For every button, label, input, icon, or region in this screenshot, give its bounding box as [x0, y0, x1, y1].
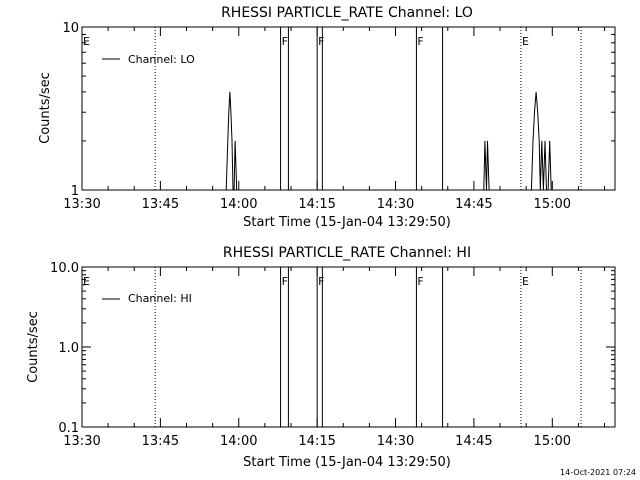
flag-marker-hi: E	[522, 275, 529, 288]
x-axis-label-lo: Start Time (15-Jan-04 13:29:50)	[243, 215, 451, 230]
flag-marker-hi: F	[417, 275, 423, 288]
panel-lo: 13:30 13:45 14:00 14:15 14:30 14:45 15:00 1 10 E F…	[62, 21, 616, 212]
panel-hi: 13:30 13:45 14:00 14:15 14:30 14:45 15:00 0.1 1.…	[50, 261, 616, 449]
chart-title-hi: RHESSI PARTICLE_RATE Channel: HI	[223, 245, 471, 261]
flag-marker-lo: F	[318, 35, 324, 48]
x-tick-label-lo: 13:45	[142, 197, 179, 212]
y-tick-label-hi: 10.0	[50, 261, 79, 276]
y-axis-label-hi: Counts/sec	[26, 311, 41, 383]
flag-marker-lo: E	[83, 35, 90, 48]
legend-label-lo: Channel: LO	[128, 53, 195, 66]
x-tick-label-lo: 14:00	[220, 197, 257, 212]
legend-label-hi: Channel: HI	[128, 292, 192, 305]
series-line-lo	[225, 91, 552, 191]
flag-marker-hi: F	[318, 275, 324, 288]
flag-marker-hi: F	[282, 275, 288, 288]
flag-marker-lo: E	[522, 35, 529, 48]
flag-marker-lo: F	[282, 35, 288, 48]
y-tick-label-lo: 1	[71, 184, 79, 199]
x-tick-label-lo: 14:15	[298, 197, 335, 212]
x-tick-label-lo: 14:30	[377, 197, 414, 212]
x-tick-label-hi: 14:30	[377, 434, 414, 449]
x-tick-label-lo: 15:00	[534, 197, 571, 212]
plot-frame-hi	[81, 266, 616, 428]
x-tick-label-hi: 14:00	[220, 434, 257, 449]
chart-title-lo: RHESSI PARTICLE_RATE Channel: LO	[221, 5, 473, 21]
y-tick-label-hi: 1.0	[58, 341, 79, 356]
render-timestamp: 14-Oct-2021 07:24	[560, 468, 636, 477]
y-tick-label-lo: 10	[62, 21, 79, 36]
x-tick-label-lo: 13:30	[63, 197, 100, 212]
x-tick-label-hi: 13:45	[142, 434, 179, 449]
x-tick-label-hi: 14:15	[298, 434, 335, 449]
y-tick-label-hi: 0.1	[58, 421, 79, 436]
flag-marker-hi: E	[83, 275, 90, 288]
x-tick-label-hi: 14:45	[455, 434, 492, 449]
x-tick-label-hi: 13:30	[63, 434, 100, 449]
x-axis-label-hi: Start Time (15-Jan-04 13:29:50)	[243, 455, 451, 470]
x-tick-label-hi: 15:00	[534, 434, 571, 449]
y-axis-label-lo: Counts/sec	[38, 72, 53, 144]
flag-marker-lo: F	[417, 35, 423, 48]
x-tick-label-lo: 14:45	[455, 197, 492, 212]
